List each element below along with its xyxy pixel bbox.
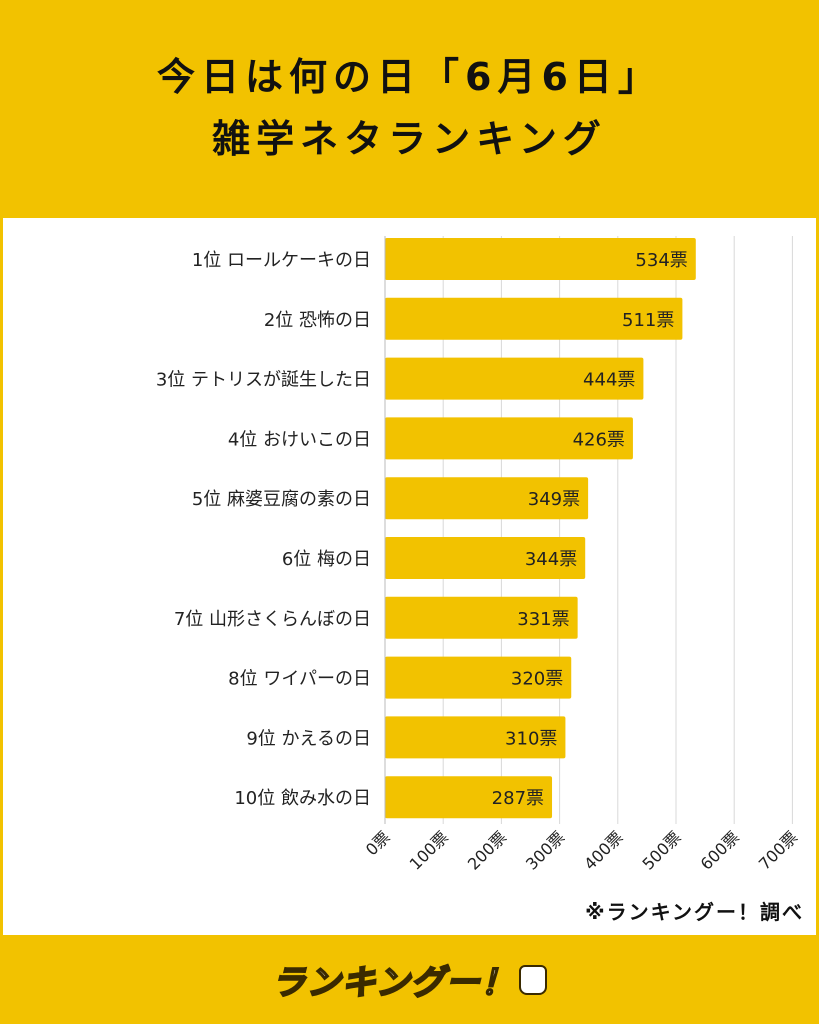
category-label-8: 8位 ワイパーの日	[228, 669, 371, 690]
x-tick-label-500: 500票	[638, 827, 684, 873]
x-tick-label-600: 600票	[697, 827, 743, 873]
title-block: 今日は何の日「6月6日」 雑学ネタランキング	[0, 0, 819, 215]
category-label-6: 6位 梅の日	[282, 549, 371, 570]
bar-5	[385, 477, 589, 520]
x-tick-label-300: 300票	[522, 827, 568, 873]
bar-3	[385, 357, 644, 400]
bar-7	[385, 596, 578, 639]
value-label-8: 320票	[511, 669, 563, 690]
bar-9	[385, 716, 566, 759]
bar-2	[385, 297, 683, 340]
value-label-6: 344票	[525, 549, 577, 570]
x-tick-label-200: 200票	[464, 827, 510, 873]
category-label-7: 7位 山形さくらんぼの日	[174, 609, 371, 630]
x-tick-label-100: 100票	[406, 827, 452, 873]
logo-text: ランキングー！	[271, 962, 516, 1004]
value-label-2: 511票	[622, 310, 674, 331]
category-label-1: 1位 ロールケーキの日	[192, 250, 371, 271]
title-line-2: 雑学ネタランキング	[212, 116, 607, 161]
category-label-10: 10位 飲み水の日	[234, 788, 371, 809]
x-tick-label-700: 700票	[755, 827, 801, 873]
title-line-1: 今日は何の日「6月6日」	[157, 54, 662, 99]
category-label-2: 2位 恐怖の日	[264, 310, 371, 331]
chart-panel: 1位 ロールケーキの日 534票 2位 恐怖の日 511票 3位 テトリスが誕生した日 4…	[3, 218, 816, 935]
value-label-7: 331票	[517, 609, 569, 630]
category-label-4: 4位 おけいこの日	[228, 429, 371, 450]
value-label-9: 310票	[505, 728, 557, 749]
x-tick-label-0: 0票	[362, 827, 394, 859]
category-label-9: 9位 かえるの日	[246, 728, 371, 749]
bar-6	[385, 537, 586, 579]
value-label-3: 444票	[583, 370, 635, 391]
category-label-3: 3位 テトリスが誕生した日	[156, 370, 371, 391]
bar-chart: 1位 ロールケーキの日 534票 2位 恐怖の日 511票 3位 テトリスが誕生した日 4…	[156, 236, 801, 874]
footer: ランキングー！	[0, 935, 819, 1024]
source-credit: ※ランキングー！調べ	[585, 900, 804, 924]
bar-4	[385, 417, 633, 460]
x-tick-label-400: 400票	[580, 827, 626, 873]
bar-8	[385, 656, 572, 699]
value-label-5: 349票	[528, 489, 580, 510]
value-label-10: 287票	[492, 788, 544, 809]
brand-logo: ランキングー！	[271, 955, 548, 1004]
bar-10	[385, 776, 553, 819]
value-label-1: 534票	[635, 250, 687, 271]
thumbs-up-icon	[519, 964, 548, 995]
category-label-5: 5位 麻婆豆腐の素の日	[192, 489, 371, 510]
value-label-4: 426票	[573, 429, 625, 450]
bar-1	[385, 238, 696, 280]
